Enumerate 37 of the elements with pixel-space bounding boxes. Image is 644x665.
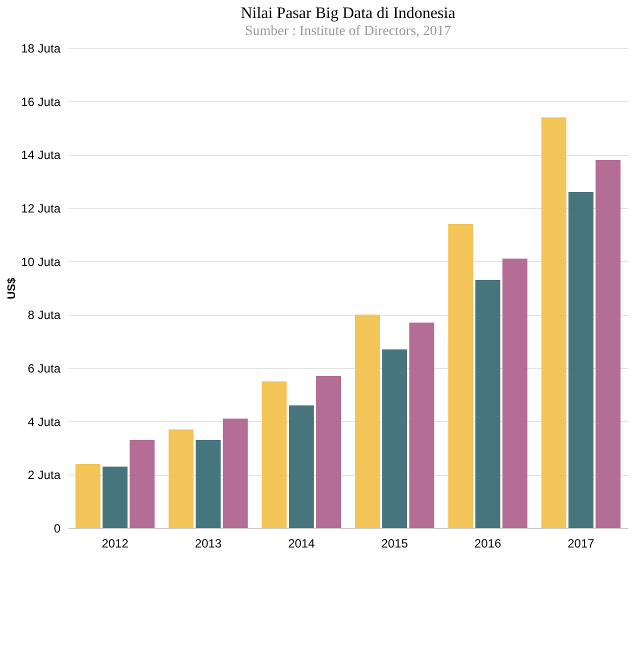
y-tick-label: 12 Juta [21,202,61,216]
y-tick-label: 10 Juta [21,254,61,269]
bar [502,258,528,528]
bar [448,224,474,528]
chart-title: Nilai Pasar Big Data di Indonesia [240,5,456,22]
bar [541,117,566,528]
y-tick-label: 8 Juta [28,308,61,322]
bar [354,314,380,528]
y-tick-label: 2 Juta [28,468,61,482]
y-tick-label: 6 Juta [28,362,61,376]
bar [596,160,621,528]
bar [409,322,434,528]
x-tick-label: 2016 [474,536,502,550]
x-tick-label: 2014 [288,536,316,550]
bar [130,440,155,528]
y-tick-label: 18 Juta [21,42,61,56]
x-tick-label: 2015 [381,536,408,550]
bar [288,405,314,528]
bar [382,349,408,528]
bar [75,464,100,528]
bar [568,192,594,528]
y-tick-label: 4 Juta [28,414,61,429]
bar [196,440,221,528]
y-tick-label: 16 Juta [21,94,61,109]
bar [475,280,500,528]
y-tick-label: 0 [54,522,61,536]
chart-subtitle: Sumber : Institute of Directors, 2017 [244,24,452,39]
x-tick-label: 2013 [194,536,222,550]
bar [316,376,342,528]
bar [262,381,287,528]
x-tick-label: 2017 [568,536,595,550]
y-tick-label: 14 Juta [21,148,61,162]
x-tick-label: 2012 [102,536,129,550]
bar [102,466,128,528]
bar [168,429,194,528]
y-axis-title: US$ [6,278,18,300]
bar [222,418,248,528]
